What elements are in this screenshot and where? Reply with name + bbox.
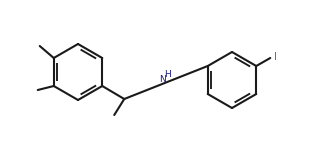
Text: N: N <box>159 75 165 84</box>
Text: H: H <box>164 70 170 79</box>
Text: I: I <box>274 52 277 62</box>
